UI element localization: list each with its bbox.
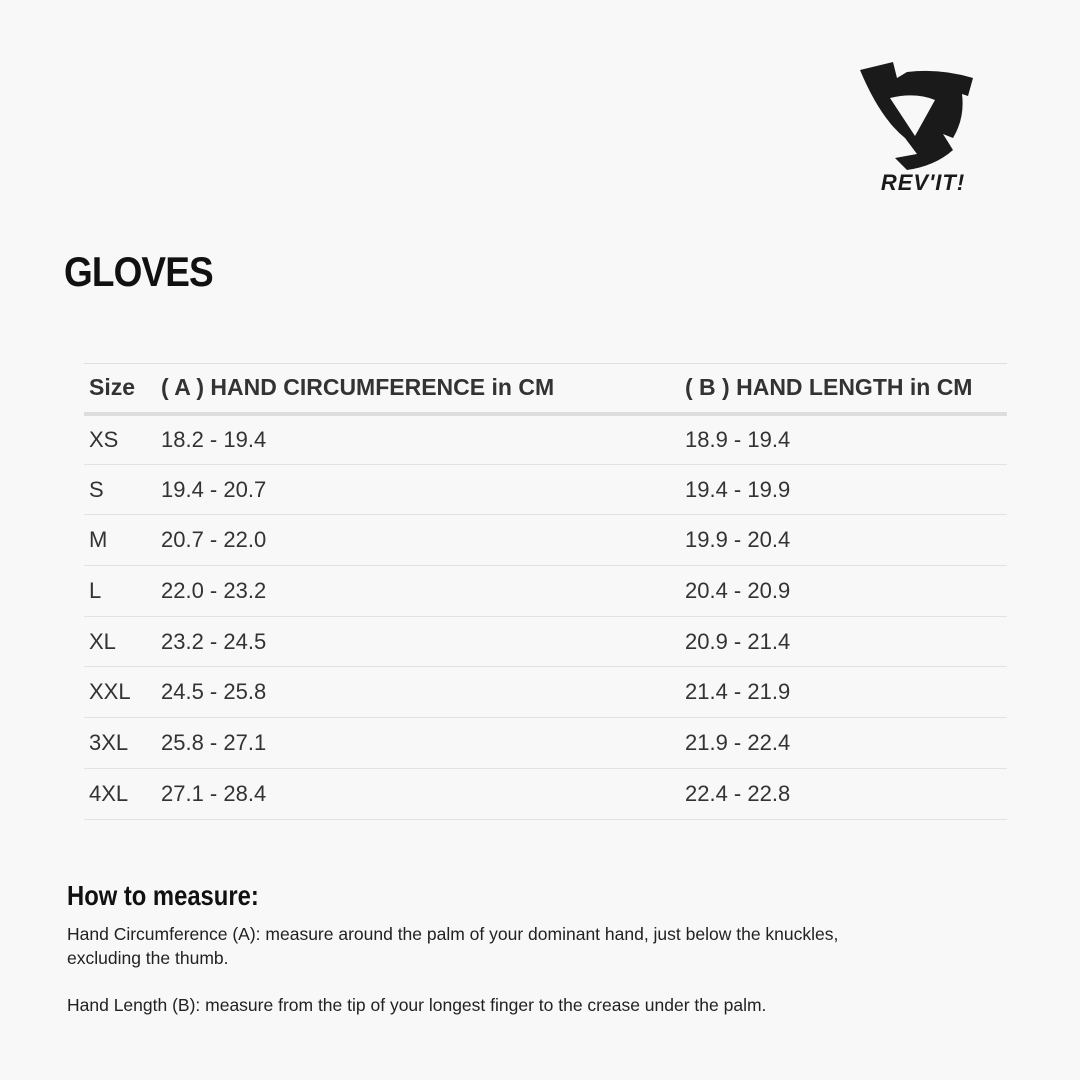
length-cell: 22.4 - 22.8 xyxy=(685,780,791,806)
table-row: 4XL 27.1 - 28.4 22.4 - 22.8 xyxy=(84,768,1007,819)
size-cell: M xyxy=(89,527,108,553)
table-header-row: Size ( A ) HAND CIRCUMFERENCE in CM ( B … xyxy=(84,363,1007,414)
table-row: 3XL 25.8 - 27.1 21.9 - 22.4 xyxy=(84,718,1007,769)
size-cell: XXL xyxy=(89,679,131,705)
size-cell: 4XL xyxy=(89,780,129,806)
length-cell: 20.4 - 20.9 xyxy=(685,577,791,603)
length-instructions: Hand Length (B): measure from the tip of… xyxy=(67,995,767,1015)
size-cell: S xyxy=(89,476,104,502)
length-cell: 21.4 - 21.9 xyxy=(685,679,791,705)
size-cell: XS xyxy=(89,426,119,452)
circumference-cell: 20.7 - 22.0 xyxy=(161,527,267,553)
circumference-cell: 22.0 - 23.2 xyxy=(161,577,267,603)
table-row: S 19.4 - 20.7 19.4 - 19.9 xyxy=(84,464,1007,515)
circumference-cell: 19.4 - 20.7 xyxy=(161,476,267,502)
length-cell: 21.9 - 22.4 xyxy=(685,729,791,755)
circumference-instructions: Hand Circumference (A): measure around t… xyxy=(67,924,839,968)
table-row: XL 23.2 - 24.5 20.9 - 21.4 xyxy=(84,616,1007,667)
brand-wordmark: REV'IT! xyxy=(881,170,965,195)
table-row: XS 18.2 - 19.4 18.9 - 19.4 xyxy=(84,414,1007,465)
size-cell: XL xyxy=(89,628,116,654)
length-cell: 20.9 - 21.4 xyxy=(685,628,791,654)
circumference-cell: 25.8 - 27.1 xyxy=(161,729,267,755)
length-cell: 18.9 - 19.4 xyxy=(685,426,791,452)
circumference-cell: 18.2 - 19.4 xyxy=(161,426,267,452)
length-cell: 19.9 - 20.4 xyxy=(685,527,791,553)
header-size: Size xyxy=(89,374,136,401)
circumference-cell: 23.2 - 24.5 xyxy=(161,628,267,654)
circumference-cell: 24.5 - 25.8 xyxy=(161,679,267,705)
size-cell: L xyxy=(89,577,102,603)
revit-logo: REV'IT! xyxy=(855,58,990,198)
size-cell: 3XL xyxy=(89,729,129,755)
how-to-heading: How to measure: xyxy=(67,880,259,911)
length-cell: 19.4 - 19.9 xyxy=(685,476,791,502)
size-table: Size ( A ) HAND CIRCUMFERENCE in CM ( B … xyxy=(84,363,1007,820)
circumference-cell: 27.1 - 28.4 xyxy=(161,780,267,806)
header-circumference: ( A ) HAND CIRCUMFERENCE in CM xyxy=(161,374,555,401)
header-length: ( B ) HAND LENGTH in CM xyxy=(685,374,973,401)
table-row: M 20.7 - 22.0 19.9 - 20.4 xyxy=(84,515,1007,566)
table-row: L 22.0 - 23.2 20.4 - 20.9 xyxy=(84,566,1007,617)
table-row: XXL 24.5 - 25.8 21.4 - 21.9 xyxy=(84,667,1007,718)
page-title: GLOVES xyxy=(64,248,214,295)
